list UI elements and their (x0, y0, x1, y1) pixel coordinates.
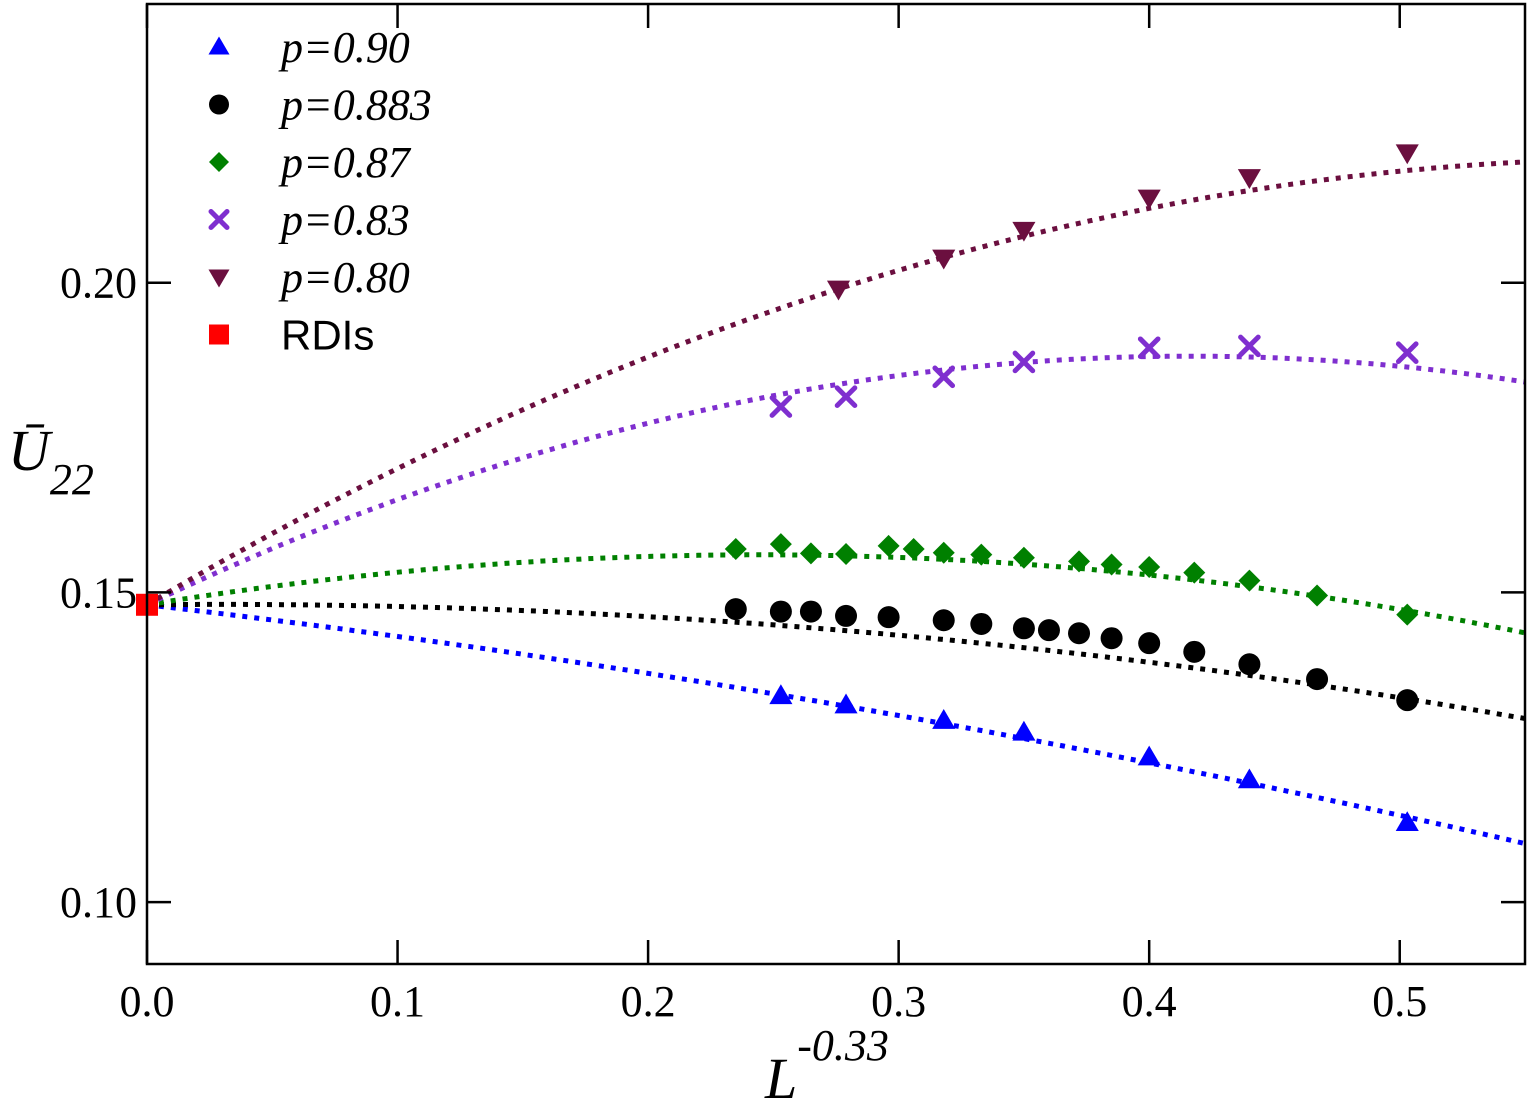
legend-marker-0 (208, 36, 230, 55)
legend-label-1: p=0.883 (278, 81, 432, 130)
data-point-3-2 (932, 365, 956, 389)
data-point-2-2 (799, 542, 822, 565)
data-point-2-7 (970, 543, 993, 566)
data-point-1-9 (1068, 622, 1091, 645)
data-point-1-7 (1012, 617, 1035, 640)
axis-ticks: 0.0 0.1 0.2 0.3 0.4 0.5 0.10 0.15 0.20 (60, 4, 1525, 1026)
x-tick-label: 0.4 (1122, 977, 1177, 1026)
data-point-0-4 (1137, 745, 1161, 766)
legend-marker-3 (208, 209, 230, 230)
data-point-2-8 (1012, 546, 1035, 569)
data-point-3-4 (1137, 336, 1161, 360)
data-point-1-5 (932, 609, 955, 632)
x-tick-label: 0.5 (1372, 977, 1427, 1026)
data-point-1-15 (1396, 689, 1419, 712)
legend: p=0.90 p=0.883 p=0.87 p=0.83 p=0.80 RDIs (208, 23, 432, 359)
legend-marker-5 (209, 324, 229, 345)
data-point-2-12 (1183, 561, 1206, 584)
legend-label-0: p=0.90 (278, 23, 410, 72)
data-point-4-4 (1237, 169, 1261, 189)
data-point-3-3 (1012, 350, 1036, 374)
y-tick-label: 0.20 (60, 259, 137, 308)
x-tick-label: 0.2 (621, 977, 676, 1026)
data-point-1-2 (799, 600, 822, 623)
fit-curve-2 (146, 552, 1526, 636)
data-point-2-13 (1238, 569, 1261, 592)
fit-curve-1 (146, 601, 1526, 721)
data-point-4-1 (932, 249, 956, 270)
data-markers (136, 144, 1419, 832)
data-point-2-9 (1068, 550, 1091, 573)
data-point-3-5 (1238, 334, 1261, 358)
fit-curve-3 (145, 353, 1526, 608)
legend-label-5: RDIs (281, 312, 374, 359)
legend-label-3: p=0.83 (278, 196, 410, 245)
data-point-2-3 (835, 542, 858, 565)
data-point-1-4 (877, 606, 900, 629)
legend-marker-4 (208, 269, 230, 288)
data-point-2-10 (1100, 553, 1123, 576)
data-point-0-3 (1012, 720, 1036, 741)
data-point-2-11 (1138, 555, 1161, 578)
data-point-2-1 (769, 533, 792, 556)
y-tick-label: 0.15 (60, 568, 137, 617)
data-point-1-10 (1100, 627, 1123, 650)
data-point-2-4 (877, 534, 900, 557)
legend-label-4: p=0.80 (278, 253, 410, 302)
data-point-0-2 (932, 709, 956, 729)
data-point-1-0 (724, 598, 747, 621)
data-point-2-15 (1396, 603, 1419, 626)
data-point-3-0 (769, 395, 793, 418)
y-axis-label-base: Ū (8, 418, 54, 483)
data-point-1-11 (1138, 632, 1161, 655)
data-point-1-14 (1306, 668, 1329, 691)
data-point-1-3 (835, 604, 858, 627)
data-point-2-0 (724, 538, 747, 561)
x-axis-label: L-0.33 (764, 1021, 889, 1100)
y-axis-label-sub: 22 (50, 455, 94, 504)
data-point-1-8 (1037, 619, 1060, 642)
fit-curve-0 (146, 602, 1526, 847)
x-tick-label: 0.0 (120, 977, 175, 1026)
data-point-2-6 (932, 541, 955, 564)
data-point-4-3 (1137, 189, 1161, 210)
plot-frame (145, 2, 1527, 966)
data-point-1-13 (1238, 653, 1261, 676)
data-point-0-5 (1237, 768, 1261, 789)
y-axis-label: Ū22 (8, 418, 94, 504)
data-point-1-1 (769, 600, 792, 623)
data-point-2-5 (902, 538, 925, 561)
data-point-4-5 (1395, 144, 1419, 165)
x-axis-label-sup: -0.33 (797, 1021, 889, 1070)
x-tick-label: 0.1 (370, 977, 425, 1026)
data-point-1-6 (970, 612, 993, 635)
data-point-0-1 (834, 693, 858, 714)
y-tick-label: 0.10 (60, 878, 137, 927)
data-point-1-12 (1183, 640, 1206, 663)
data-point-4-0 (826, 280, 851, 301)
data-point-4-2 (1012, 221, 1036, 242)
legend-marker-2 (209, 152, 229, 172)
data-point-0-6 (1395, 811, 1419, 832)
data-point-0-0 (769, 684, 793, 705)
x-axis-label-base: L (764, 1046, 797, 1100)
legend-label-2: p=0.87 (278, 138, 412, 187)
data-point-3-1 (834, 385, 858, 408)
x-tick-label: 0.3 (871, 977, 926, 1026)
data-point-2-14 (1306, 584, 1329, 607)
data-point-3-6 (1395, 341, 1419, 364)
legend-marker-1 (209, 94, 229, 115)
